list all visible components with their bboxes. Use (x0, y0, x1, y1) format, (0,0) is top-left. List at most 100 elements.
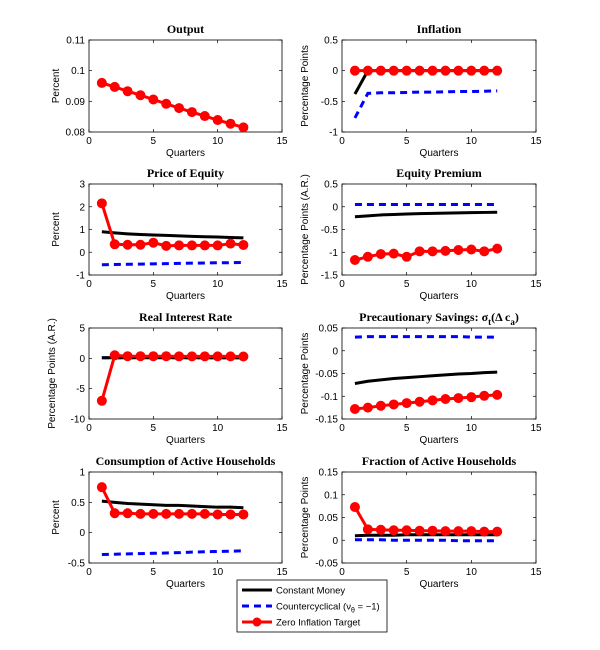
data-point (239, 240, 248, 249)
x-tick-label: 15 (530, 279, 542, 290)
data-point (175, 509, 184, 518)
y-tick-label: 0.08 (66, 128, 86, 139)
data-point (226, 119, 235, 128)
data-point (363, 525, 372, 534)
plot-area (89, 472, 282, 563)
x-tick-label: 5 (404, 567, 410, 578)
data-point (213, 116, 222, 125)
data-point (363, 66, 372, 75)
x-axis-label: Quarters (420, 579, 459, 590)
y-tick-label: 0.5 (324, 180, 338, 191)
x-axis-label: Quarters (420, 148, 459, 159)
data-point (428, 526, 437, 535)
x-tick-label: 15 (530, 567, 542, 578)
data-point (441, 246, 450, 255)
x-tick-label: 10 (212, 423, 224, 434)
data-point (162, 241, 171, 250)
data-point (402, 252, 411, 261)
data-point (493, 527, 502, 536)
data-point (415, 247, 424, 256)
legend-label: Constant Money (276, 586, 345, 597)
y-tick-label: -0.5 (321, 97, 339, 108)
data-point (389, 526, 398, 535)
data-point (136, 352, 145, 361)
data-point (149, 95, 158, 104)
y-tick-label: 0.05 (319, 513, 339, 524)
data-point (110, 509, 119, 518)
data-point (97, 199, 106, 208)
y-tick-label: 5 (79, 324, 85, 335)
legend-label: Zero Inflation Target (276, 618, 361, 629)
data-point (213, 241, 222, 250)
x-tick-label: 10 (466, 567, 478, 578)
data-point (493, 244, 502, 253)
data-point (226, 510, 235, 519)
data-point (110, 351, 119, 360)
y-tick-label: 0.1 (71, 66, 85, 77)
data-point (363, 252, 372, 261)
data-point (187, 108, 196, 117)
y-tick-label: -5 (76, 384, 85, 395)
subplot-title: Consumption of Active Households (96, 454, 276, 468)
x-tick-label: 0 (339, 567, 345, 578)
data-point (200, 509, 209, 518)
data-point (415, 397, 424, 406)
y-tick-label: 3 (79, 180, 85, 191)
subplot-title: Fraction of Active Households (362, 454, 517, 468)
data-point (376, 66, 385, 75)
x-tick-label: 5 (404, 279, 410, 290)
legend-marker (253, 618, 262, 627)
data-point (493, 66, 502, 75)
data-point (441, 66, 450, 75)
data-point (97, 396, 106, 405)
series-line-constant-money (355, 535, 497, 536)
x-tick-label: 15 (276, 279, 288, 290)
data-point (480, 391, 489, 400)
data-point (136, 240, 145, 249)
y-tick-label: -0.15 (315, 415, 338, 426)
data-point (123, 352, 132, 361)
data-point (149, 509, 158, 518)
x-tick-label: 15 (276, 567, 288, 578)
y-tick-label: 2 (79, 202, 85, 213)
x-tick-label: 15 (530, 136, 542, 147)
data-point (187, 241, 196, 250)
y-tick-label: 0.5 (71, 498, 85, 509)
data-point (428, 247, 437, 256)
data-point (402, 66, 411, 75)
data-point (480, 527, 489, 536)
x-tick-label: 0 (339, 279, 345, 290)
y-tick-label: -1 (76, 271, 85, 282)
plot-area (342, 184, 536, 275)
data-point (454, 245, 463, 254)
data-point (467, 66, 476, 75)
y-tick-label: -0.5 (68, 559, 86, 570)
data-point (149, 238, 158, 247)
data-point (213, 510, 222, 519)
x-tick-label: 15 (530, 423, 542, 434)
y-axis-label: Percentage Points (300, 477, 311, 559)
y-tick-label: 0 (79, 248, 85, 259)
y-tick-label: 0.05 (319, 324, 339, 335)
data-point (480, 247, 489, 256)
x-axis-label: Quarters (166, 148, 205, 159)
data-point (200, 241, 209, 250)
plot-area (342, 40, 536, 132)
data-point (376, 525, 385, 534)
data-point (123, 87, 132, 96)
y-tick-label: 0.11 (66, 36, 85, 47)
y-axis-label: Percent (51, 212, 62, 247)
data-point (123, 509, 132, 518)
y-tick-label: 0.15 (319, 468, 339, 479)
x-tick-label: 0 (86, 567, 92, 578)
subplot-title: Equity Premium (396, 166, 481, 180)
data-point (493, 390, 502, 399)
y-tick-label: -0.05 (315, 369, 338, 380)
